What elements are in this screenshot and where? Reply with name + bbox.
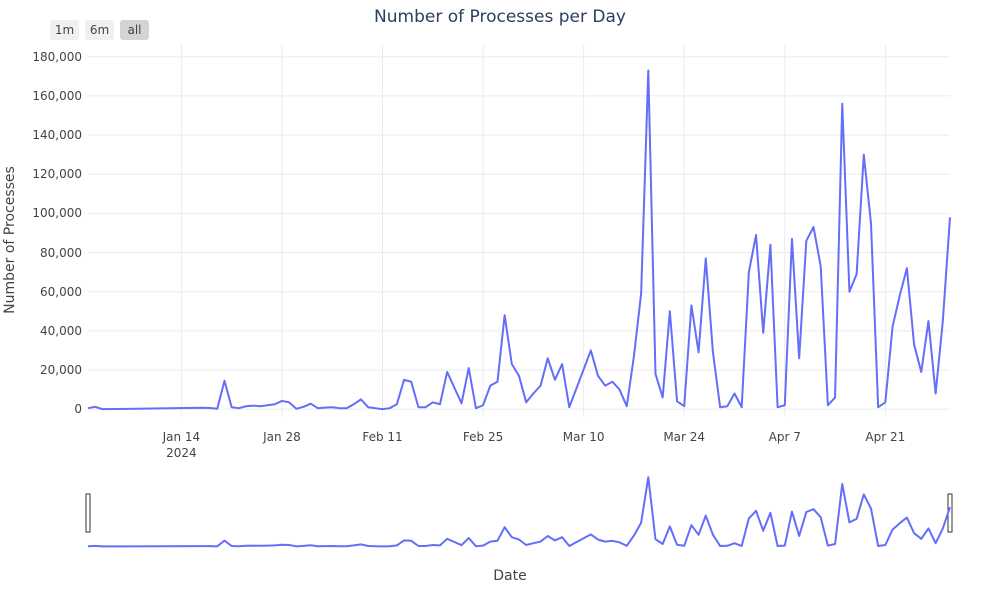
range-button[interactable]: all (120, 20, 149, 40)
x-tick-label: Jan 14 2024 (162, 430, 201, 460)
y-tick-label: 40,000 (40, 323, 82, 338)
y-tick-label: 60,000 (40, 284, 82, 299)
y-tick-label: 120,000 (32, 167, 82, 182)
x-tick-label: Feb 11 (362, 430, 403, 444)
range-button[interactable]: 6m (85, 20, 114, 40)
range-button[interactable]: 1m (50, 20, 79, 40)
y-tick-label: 20,000 (40, 363, 82, 377)
range-handle-left[interactable] (85, 493, 91, 533)
y-tick-label: 140,000 (32, 128, 82, 143)
y-tick-label: 180,000 (32, 49, 82, 64)
y-tick-label: 160,000 (32, 88, 82, 103)
x-tick-label: Feb 25 (462, 430, 504, 444)
x-tick-label: Apr 21 (865, 430, 906, 444)
x-tick-label: Jan 28 (263, 430, 301, 444)
y-axis-title: Number of Processes (2, 166, 18, 314)
y-tick-label: 100,000 (32, 206, 82, 221)
x-axis-title: Date (493, 568, 527, 584)
y-tick-label: 80,000 (40, 245, 82, 260)
x-tick-label: Apr 7 (768, 430, 801, 444)
x-tick-label: Mar 24 (663, 430, 706, 444)
y-tick-label: 0 (74, 402, 82, 417)
chart-title: Number of Processes per Day (374, 7, 626, 27)
data-line (87, 69, 951, 411)
x-tick-label: Mar 10 (562, 430, 605, 444)
range-slider-line (87, 476, 951, 548)
